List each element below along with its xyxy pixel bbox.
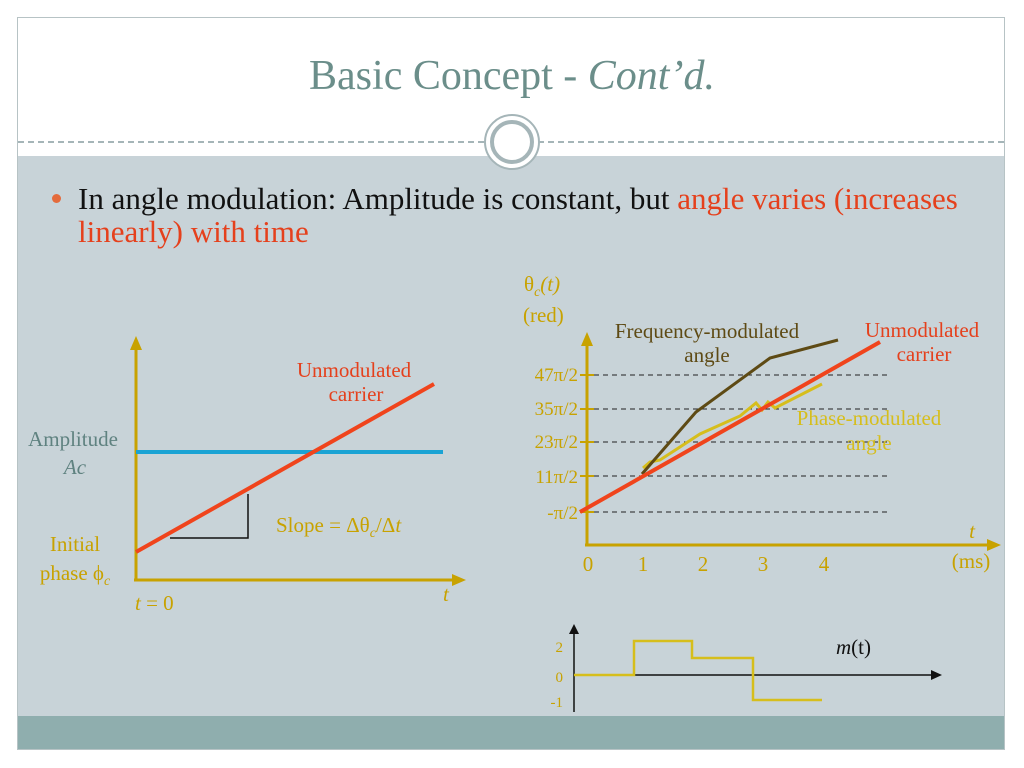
footer-bar (18, 716, 1004, 750)
y-tick-23: 23π/2 (535, 432, 578, 453)
right-carrier-line (579, 340, 881, 514)
right-carrier-label-1: Unmodulated (865, 318, 980, 342)
bullet-text-black: In angle modulation: Amplitude is consta… (78, 181, 678, 216)
divider-ring-icon (484, 114, 540, 170)
amplitude-label: Amplitude (28, 427, 118, 451)
y-tick-47: 47π/2 (535, 365, 578, 386)
right-x-label: t (969, 519, 976, 543)
content-area (18, 156, 1004, 716)
right-y-arrow-icon (581, 332, 593, 346)
slope-label: Slope = Δθc/Δt (276, 513, 402, 541)
bullet-text: In angle modulation: Amplitude is consta… (78, 182, 958, 248)
y-tick-35: 35π/2 (535, 399, 578, 420)
message-label: m(t) (836, 635, 871, 659)
fm-curve (640, 338, 839, 475)
fm-label-2: angle (684, 343, 729, 367)
message-y-arrow-icon (569, 624, 579, 634)
message-x-arrow-icon (931, 670, 942, 680)
slope-triangle (170, 494, 249, 539)
slide-frame (17, 17, 1005, 750)
x-tick-0: 0 (583, 552, 594, 576)
initial-phase-label-2: phase ϕc (40, 561, 111, 589)
left-x-axis-label: t (443, 582, 450, 606)
fm-label-1: Frequency-modulated (615, 319, 800, 343)
x-tick-3: 3 (758, 552, 769, 576)
right-x-arrow-icon (987, 539, 1001, 551)
message-tick-0: 0 (556, 670, 564, 686)
message-tick-neg1: -1 (551, 695, 564, 711)
title-main: Basic Concept - (309, 53, 588, 99)
bullet-dot-icon (52, 194, 61, 203)
right-y-label: θc(t) (524, 272, 560, 300)
y-tick-11: 11π/2 (535, 467, 578, 488)
right-carrier-label-2: carrier (897, 342, 952, 366)
left-y-arrow-icon (130, 336, 142, 350)
message-signal (574, 639, 822, 702)
x-tick-2: 2 (698, 552, 709, 576)
left-carrier-label-2: carrier (329, 382, 384, 406)
pm-label-2: angle (846, 431, 891, 455)
title-italic: Cont’d. (587, 53, 715, 99)
left-x-arrow-icon (452, 574, 466, 586)
right-x-unit: (ms) (952, 549, 991, 573)
initial-phase-label-1: Initial (50, 532, 100, 556)
left-carrier-line (135, 382, 435, 554)
slide-title: Basic Concept - Cont’d. (0, 52, 1024, 100)
t-zero-label: t = 0 (135, 591, 174, 615)
y-tick-neg: -π/2 (547, 503, 578, 524)
x-tick-4: 4 (819, 552, 830, 576)
right-y-unit: (red) (523, 303, 564, 327)
bullet-text-red: angle varies (increases linearly) with t… (78, 181, 958, 249)
message-tick-2: 2 (556, 640, 564, 656)
amplitude-symbol: Ac (62, 455, 87, 479)
left-carrier-label-1: Unmodulated (297, 358, 412, 382)
x-tick-1: 1 (638, 552, 649, 576)
pm-label-1: Phase-modulated (797, 406, 942, 430)
